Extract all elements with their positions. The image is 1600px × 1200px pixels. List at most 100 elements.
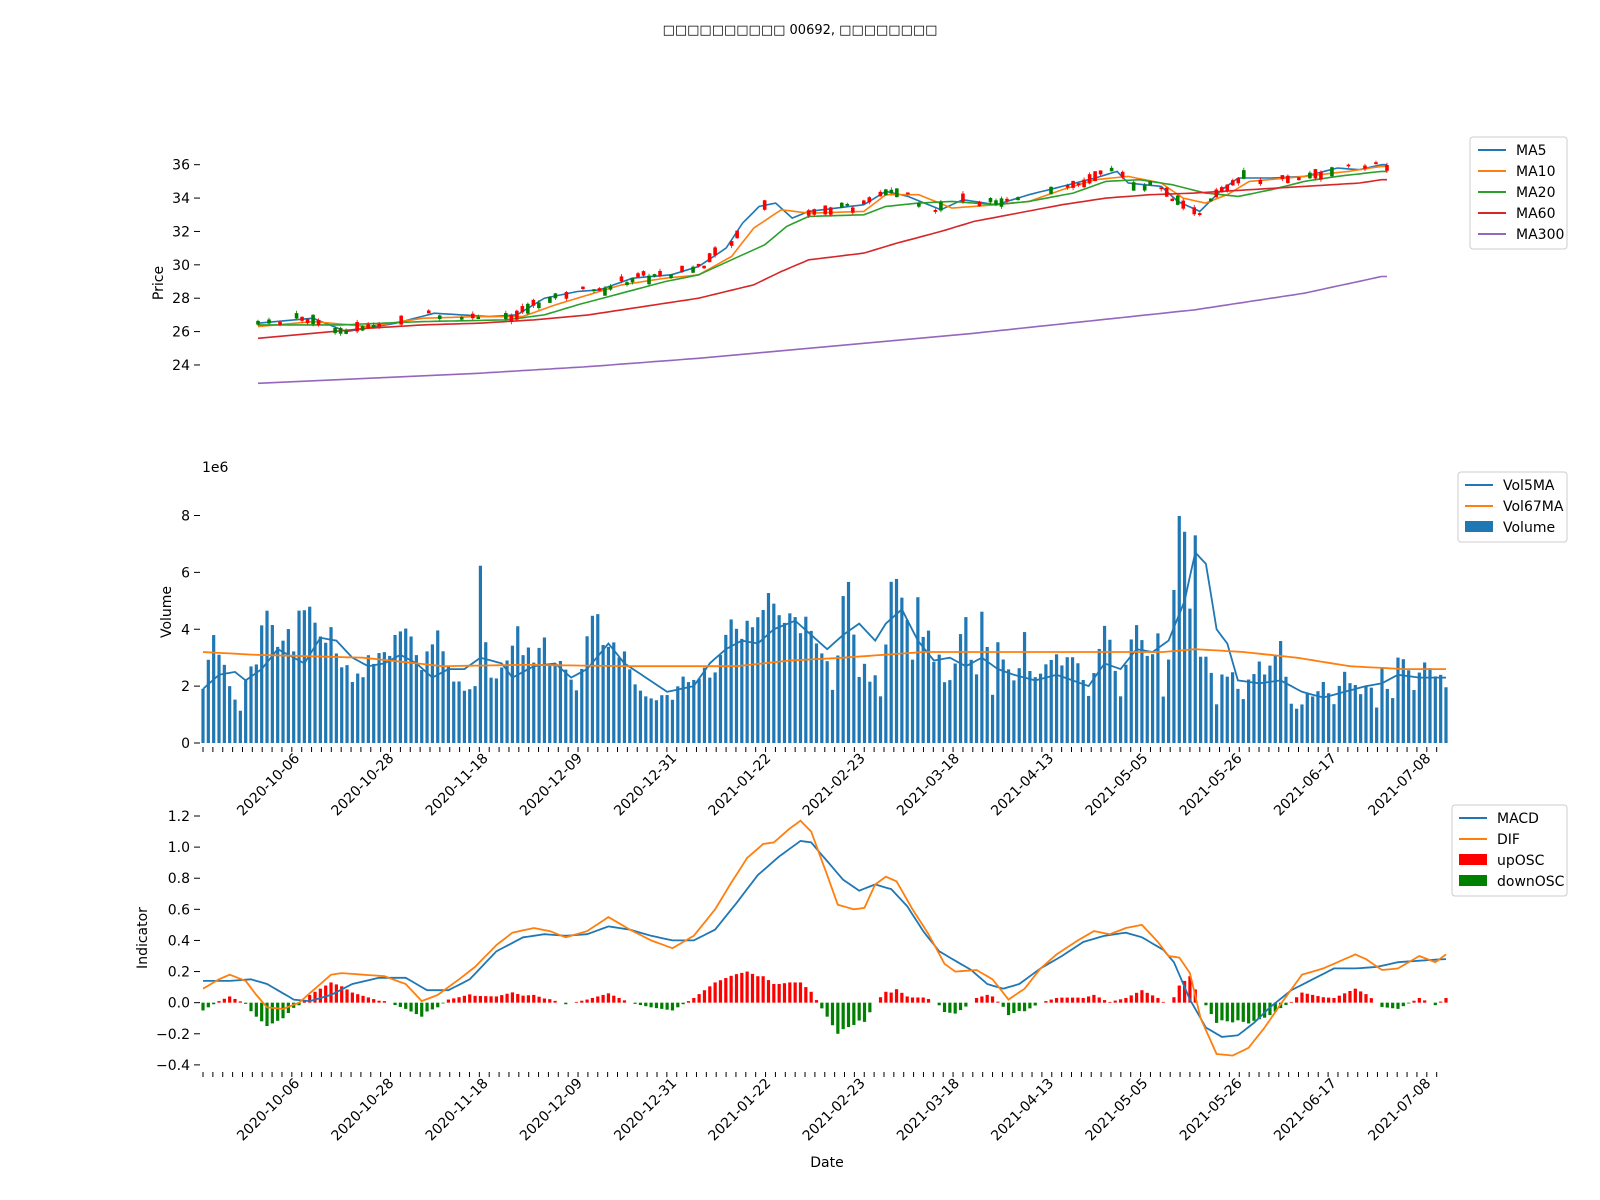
candle-body — [1374, 162, 1378, 165]
up-osc-bar — [446, 999, 450, 1003]
volume-bar — [1049, 659, 1053, 743]
volume-bar — [1289, 703, 1293, 743]
down-osc-bar — [660, 1002, 664, 1009]
volume-bars — [201, 515, 1448, 743]
indicator-xtick-label: 2021-04-13 — [988, 1076, 1057, 1145]
candle-body — [333, 328, 337, 334]
up-osc-bar — [1124, 998, 1128, 1003]
price-line-ma60 — [257, 178, 1387, 340]
candle-body — [1148, 181, 1152, 186]
down-osc-bar — [1380, 1002, 1384, 1007]
volume-bar — [409, 636, 413, 743]
legend-label-downosc: downOSC — [1497, 874, 1565, 890]
down-osc-bar — [862, 1002, 867, 1022]
candle-body — [1164, 187, 1169, 197]
up-osc-bar — [1070, 997, 1075, 1003]
up-osc-bar — [372, 999, 376, 1003]
down-osc-bar — [654, 1002, 659, 1009]
candle-body — [735, 230, 739, 239]
volume-bar — [905, 619, 909, 743]
volume-bar — [1332, 704, 1336, 743]
down-osc-bar — [1022, 1002, 1027, 1012]
volume-bar — [1076, 663, 1080, 743]
volume-bar — [356, 673, 360, 743]
volume-bar — [457, 681, 461, 743]
price-line-ma20 — [258, 170, 1387, 326]
volume-bar — [889, 581, 893, 743]
down-osc-bar — [665, 1002, 669, 1010]
indicator-ytick-label: 0.4 — [168, 933, 190, 949]
up-osc-bar — [985, 994, 989, 1003]
candle-body — [305, 318, 310, 324]
indicator-panel: −0.4−0.20.00.20.40.60.81.01.2 Indicator … — [135, 804, 1568, 1171]
volume-bar — [526, 647, 531, 743]
down-osc-bar — [638, 1002, 643, 1005]
candle-body — [1142, 185, 1147, 191]
up-osc-bar — [1081, 998, 1085, 1003]
volume-bar — [713, 672, 717, 743]
price-line-ma10 — [257, 165, 1387, 328]
volume-bar — [350, 682, 354, 743]
candle-body — [1242, 170, 1246, 179]
volume-bar — [814, 643, 819, 743]
up-osc-bar — [1364, 994, 1368, 1003]
volume-bar — [1252, 674, 1256, 743]
down-osc-bar — [398, 1002, 402, 1007]
volume-bar — [1412, 690, 1416, 743]
candle-body — [1385, 165, 1389, 171]
candle-body — [476, 316, 481, 319]
up-osc-bar — [329, 982, 333, 1003]
price-y-ticks: 24 26 28 30 32 34 36 — [172, 158, 200, 374]
candle-body — [1192, 207, 1197, 215]
up-osc-bar — [1060, 997, 1064, 1003]
volume-bar — [692, 679, 696, 743]
down-osc-bar — [1252, 1002, 1256, 1021]
indicator-ytick-label: −0.2 — [156, 1027, 190, 1043]
down-osc-bar — [676, 1002, 680, 1008]
volume-bar — [734, 628, 739, 743]
up-osc-bar — [526, 995, 531, 1003]
volume-bar — [852, 634, 856, 743]
candle-body — [531, 299, 536, 306]
candle-body — [515, 310, 519, 320]
candle-body — [862, 200, 866, 205]
volume-bar — [622, 651, 627, 743]
volume-offset-text: 1e6 — [202, 460, 229, 476]
volume-bar — [238, 710, 242, 743]
volume-bar — [1145, 655, 1149, 743]
candle-body — [977, 201, 982, 207]
down-osc-bar — [254, 1002, 258, 1017]
volume-bar — [1044, 664, 1048, 743]
candle-body — [553, 293, 558, 299]
legend-label-ma300: MA300 — [1516, 227, 1564, 243]
up-osc-bar — [745, 971, 749, 1003]
up-osc-bar — [1129, 995, 1133, 1003]
indicator-ytick-label: 0.8 — [168, 871, 190, 887]
volume-line-vol67ma — [202, 648, 1446, 670]
up-osc-bar — [761, 976, 765, 1003]
volume-bar — [596, 614, 600, 743]
down-osc-bar — [1407, 1002, 1411, 1004]
volume-bar — [1241, 699, 1245, 743]
volume-bar — [1166, 659, 1171, 743]
volume-bar — [462, 690, 467, 743]
volume-bar — [398, 631, 402, 743]
volume-bar — [425, 651, 429, 743]
up-osc-bar — [1086, 996, 1091, 1003]
volume-bar — [1129, 639, 1133, 743]
up-osc-bar — [750, 973, 755, 1003]
up-osc-bar — [1145, 992, 1149, 1003]
candle-body — [1175, 195, 1180, 205]
volume-bar — [1225, 676, 1229, 743]
up-osc-bar — [340, 986, 344, 1003]
volume-bar — [254, 664, 258, 743]
volume-bar — [1236, 688, 1240, 743]
legend-label-vol67ma: Vol67MA — [1503, 499, 1564, 515]
volume-bar — [1428, 668, 1432, 743]
up-osc-bar — [590, 998, 595, 1003]
up-osc-bar — [921, 997, 925, 1003]
volume-bar — [494, 678, 499, 743]
volume-bar — [537, 647, 541, 743]
up-osc-bar — [1300, 992, 1304, 1003]
volume-bar — [1273, 655, 1277, 743]
